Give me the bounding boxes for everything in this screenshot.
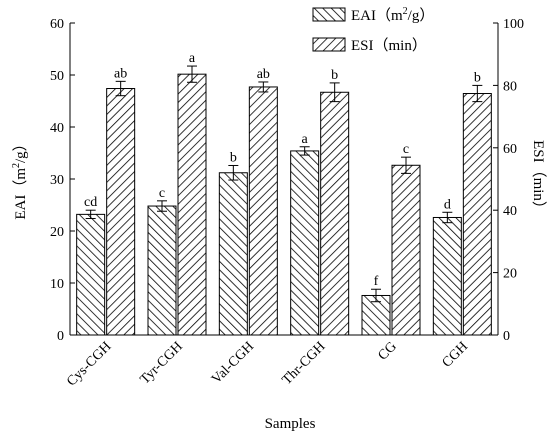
bar-esi [320,91,350,336]
x-tick-label: Cys-CGH [64,339,114,389]
bar-esi [177,73,207,336]
bar-eai [218,172,248,336]
x-tick-label: CG [375,339,399,363]
significance-label: cd [84,195,97,210]
significance-label: a [189,51,196,66]
bar-eai [432,216,462,336]
legend-label-esi: ESI（min） [351,37,427,54]
bar-esi [248,86,278,336]
significance-label: f [374,274,379,289]
significance-label: ab [257,67,270,82]
bar-eai [147,205,177,336]
x-axis: Cys-CGH Tyr-CGH Val-CGH Thr-CGH CG CGH [64,339,471,389]
left-tick-label: 40 [50,121,64,136]
x-tick-label: Tyr-CGH [138,339,186,387]
right-axis-title: ESI（min） [530,140,547,216]
significance-label: d [444,197,451,212]
significance-label: c [159,186,165,201]
significance-label: c [403,142,409,157]
bar-esi [106,88,136,336]
legend-swatch-eai [312,7,346,22]
x-tick-label: Thr-CGH [280,339,329,388]
bar-eai [76,213,106,336]
right-axis: 0 20 40 60 80 100 [493,17,524,344]
right-tick-label: 0 [503,329,510,344]
x-tick-label: Val-CGH [209,339,257,387]
left-tick-label: 10 [50,277,64,292]
x-tick-label: CGH [440,339,472,371]
bar-eai [290,150,320,336]
left-tick-label: 50 [50,69,64,84]
x-axis-title: Samples [265,416,316,432]
significance-label: a [302,132,309,147]
significance-label: b [230,150,237,165]
right-tick-label: 40 [503,204,517,219]
bar-esi [391,164,421,336]
legend: EAI（m2/g） ESI（min） [312,6,434,54]
left-tick-label: 0 [57,329,64,344]
right-tick-label: 60 [503,142,517,157]
right-tick-label: 20 [503,267,517,282]
bar-esi [462,93,492,336]
legend-label-eai: EAI（m2/g） [351,6,434,24]
right-tick-label: 100 [503,17,524,32]
left-tick-label: 60 [50,17,64,32]
significance-label: b [331,68,338,83]
left-axis-title: EAI（m2/g） [11,136,29,219]
legend-swatch-esi [312,37,346,52]
significance-label: ab [114,66,127,81]
significance-label: b [474,70,481,85]
right-tick-label: 80 [503,79,517,94]
left-axis: 0 10 20 30 40 50 60 [50,17,75,344]
left-tick-label: 20 [50,225,64,240]
left-tick-label: 30 [50,173,64,188]
